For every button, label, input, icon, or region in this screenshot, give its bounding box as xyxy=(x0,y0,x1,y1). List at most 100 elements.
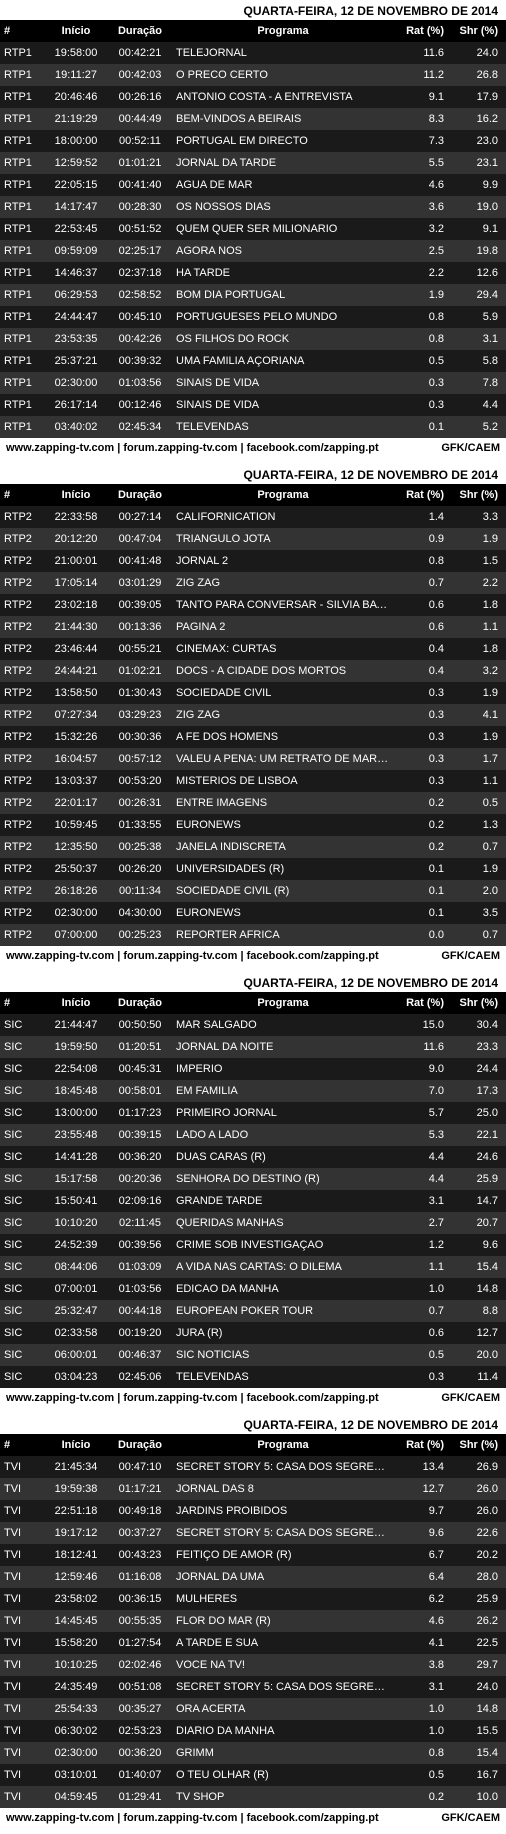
table-row: RTP216:04:5700:57:12VALEU A PENA: UM RET… xyxy=(0,748,506,770)
table-row: SIC08:44:0601:03:09A VIDA NAS CARTAS: O … xyxy=(0,1256,506,1278)
table-row: RTP102:30:0001:03:56SINAIS DE VIDA0.37.8 xyxy=(0,372,506,394)
table-row: SIC22:54:0800:45:31IMPERIO9.024.4 xyxy=(0,1058,506,1080)
table-row: RTP114:17:4700:28:30OS NOSSOS DIAS3.619.… xyxy=(0,196,506,218)
table-row: RTP120:46:4600:26:16ANTONIO COSTA - A EN… xyxy=(0,86,506,108)
table-row: SIC24:52:3900:39:56CRIME SOB INVESTIGAÇA… xyxy=(0,1234,506,1256)
table-row: RTP226:18:2600:11:34SOCIEDADE CIVIL (R)0… xyxy=(0,880,506,902)
footer-links: www.zapping-tv.com | forum.zapping-tv.co… xyxy=(6,1812,379,1824)
table-row: RTP123:53:3500:42:26OS FILHOS DO ROCK0.8… xyxy=(0,328,506,350)
date-header: QUARTA-FEIRA, 12 DE NOVEMBRO DE 2014 xyxy=(0,972,506,992)
table-row: TVI22:51:1800:49:18JARDINS PROIBIDOS9.72… xyxy=(0,1500,506,1522)
table-row: RTP122:05:1500:41:40AGUA DE MAR4.69.9 xyxy=(0,174,506,196)
table-row: TVI21:45:3400:47:10SECRET STORY 5: CASA … xyxy=(0,1456,506,1478)
table-row: RTP224:44:2101:02:21DOCS - A CIDADE DOS … xyxy=(0,660,506,682)
table-row: SIC03:04:2302:45:06TELEVENDAS0.311.4 xyxy=(0,1366,506,1388)
header-shr: Shr (%) xyxy=(448,484,506,506)
footer: www.zapping-tv.com | forum.zapping-tv.co… xyxy=(0,438,506,460)
table-row: RTP202:30:0004:30:00EURONEWS0.13.5 xyxy=(0,902,506,924)
table-row: SIC13:00:0001:17:23PRIMEIRO JORNAL5.725.… xyxy=(0,1102,506,1124)
header-start: Início xyxy=(44,484,108,506)
table-row: RTP215:32:2600:30:36A FE DOS HOMENS0.31.… xyxy=(0,726,506,748)
ratings-table: #InícioDuraçãoProgramaRat (%)Shr (%)RTP2… xyxy=(0,484,506,946)
footer: www.zapping-tv.com | forum.zapping-tv.co… xyxy=(0,946,506,968)
table-row: RTP212:35:5000:25:38JANELA INDISCRETA0.2… xyxy=(0,836,506,858)
table-row: RTP109:59:0902:25:17AGORA NOS2.519.8 xyxy=(0,240,506,262)
table-row: RTP207:00:0000:25:23REPORTER AFRICA0.00.… xyxy=(0,924,506,946)
table-row: TVI25:54:3300:35:27ORA ACERTA1.014.8 xyxy=(0,1698,506,1720)
table-row: RTP213:58:5001:30:43SOCIEDADE CIVIL0.31.… xyxy=(0,682,506,704)
header-dur: Duração xyxy=(108,1434,172,1456)
footer-source: GFK/CAEM xyxy=(441,442,500,454)
header-start: Início xyxy=(44,1434,108,1456)
table-row: RTP114:46:3702:37:18HA TARDE2.212.6 xyxy=(0,262,506,284)
header-ch: # xyxy=(0,20,44,42)
header-prog: Programa xyxy=(172,1434,394,1456)
header-rat: Rat (%) xyxy=(394,992,448,1014)
table-row: TVI19:59:3801:17:21JORNAL DAS 812.726.0 xyxy=(0,1478,506,1500)
header-prog: Programa xyxy=(172,484,394,506)
table-row: RTP125:37:2100:39:32UMA FAMILIA AÇORIANA… xyxy=(0,350,506,372)
table-row: RTP121:19:2900:44:49BEM-VINDOS A BEIRAIS… xyxy=(0,108,506,130)
header-dur: Duração xyxy=(108,484,172,506)
table-row: SIC23:55:4800:39:15LADO A LADO5.322.1 xyxy=(0,1124,506,1146)
header-dur: Duração xyxy=(108,20,172,42)
footer-source: GFK/CAEM xyxy=(441,1392,500,1404)
table-row: RTP222:01:1700:26:31ENTRE IMAGENS0.20.5 xyxy=(0,792,506,814)
footer: www.zapping-tv.com | forum.zapping-tv.co… xyxy=(0,1388,506,1410)
date-header: QUARTA-FEIRA, 12 DE NOVEMBRO DE 2014 xyxy=(0,464,506,484)
header-rat: Rat (%) xyxy=(394,1434,448,1456)
date-header: QUARTA-FEIRA, 12 DE NOVEMBRO DE 2014 xyxy=(0,1414,506,1434)
header-prog: Programa xyxy=(172,992,394,1014)
table-row: TVI02:30:0000:36:20GRIMM0.815.4 xyxy=(0,1742,506,1764)
header-ch: # xyxy=(0,1434,44,1456)
table-row: TVI15:58:2001:27:54A TARDE E SUA4.122.5 xyxy=(0,1632,506,1654)
header-ch: # xyxy=(0,992,44,1014)
table-row: TVI04:59:4501:29:41TV SHOP0.210.0 xyxy=(0,1786,506,1808)
table-row: RTP210:59:4501:33:55EURONEWS0.21.3 xyxy=(0,814,506,836)
table-row: SIC21:44:4700:50:50MAR SALGADO15.030.4 xyxy=(0,1014,506,1036)
table-row: RTP112:59:5201:01:21JORNAL DA TARDE5.523… xyxy=(0,152,506,174)
table-row: TVI19:17:1200:37:27SECRET STORY 5: CASA … xyxy=(0,1522,506,1544)
ratings-table: #InícioDuraçãoProgramaRat (%)Shr (%)RTP1… xyxy=(0,20,506,438)
table-row: TVI03:10:0101:40:07O TEU OLHAR (R)0.516.… xyxy=(0,1764,506,1786)
header-shr: Shr (%) xyxy=(448,992,506,1014)
header-shr: Shr (%) xyxy=(448,1434,506,1456)
header-start: Início xyxy=(44,20,108,42)
table-row: TVI10:10:2502:02:46VOCE NA TV!3.829.7 xyxy=(0,1654,506,1676)
footer-links: www.zapping-tv.com | forum.zapping-tv.co… xyxy=(6,442,379,454)
header-prog: Programa xyxy=(172,20,394,42)
ratings-table: #InícioDuraçãoProgramaRat (%)Shr (%)SIC2… xyxy=(0,992,506,1388)
table-row: RTP217:05:1403:01:29ZIG ZAG0.72.2 xyxy=(0,572,506,594)
table-row: SIC15:50:4102:09:16GRANDE TARDE3.114.7 xyxy=(0,1190,506,1212)
table-row: RTP221:00:0100:41:48JORNAL 20.81.5 xyxy=(0,550,506,572)
table-row: RTP119:58:0000:42:21TELEJORNAL11.624.0 xyxy=(0,42,506,64)
table-row: SIC19:59:5001:20:51JORNAL DA NOITE11.623… xyxy=(0,1036,506,1058)
table-row: SIC06:00:0100:46:37SIC NOTICIAS0.520.0 xyxy=(0,1344,506,1366)
footer: www.zapping-tv.com | forum.zapping-tv.co… xyxy=(0,1808,506,1830)
header-shr: Shr (%) xyxy=(448,20,506,42)
table-row: TVI14:45:4500:55:35FLOR DO MAR (R)4.626.… xyxy=(0,1610,506,1632)
table-row: RTP222:33:5800:27:14CALIFORNICATION1.43.… xyxy=(0,506,506,528)
table-row: TVI12:59:4601:16:08JORNAL DA UMA6.428.0 xyxy=(0,1566,506,1588)
date-header: QUARTA-FEIRA, 12 DE NOVEMBRO DE 2014 xyxy=(0,0,506,20)
table-row: RTP126:17:1400:12:46SINAIS DE VIDA0.34.4 xyxy=(0,394,506,416)
table-row: SIC15:17:5800:20:36SENHORA DO DESTINO (R… xyxy=(0,1168,506,1190)
table-row: RTP220:12:2000:47:04TRIANGULO JOTA0.91.9 xyxy=(0,528,506,550)
footer-links: www.zapping-tv.com | forum.zapping-tv.co… xyxy=(6,950,379,962)
header-rat: Rat (%) xyxy=(394,20,448,42)
table-row: SIC07:00:0101:03:56EDICAO DA MANHA1.014.… xyxy=(0,1278,506,1300)
table-row: TVI23:58:0200:36:15MULHERES6.225.9 xyxy=(0,1588,506,1610)
header-dur: Duração xyxy=(108,992,172,1014)
table-row: SIC25:32:4700:44:18EUROPEAN POKER TOUR0.… xyxy=(0,1300,506,1322)
table-row: RTP207:27:3403:29:23ZIG ZAG0.34.1 xyxy=(0,704,506,726)
table-row: RTP213:03:3700:53:20MISTERIOS DE LISBOA0… xyxy=(0,770,506,792)
table-row: RTP122:53:4500:51:52QUEM QUER SER MILION… xyxy=(0,218,506,240)
table-row: TVI24:35:4900:51:08SECRET STORY 5: CASA … xyxy=(0,1676,506,1698)
table-row: TVI06:30:0202:53:23DIARIO DA MANHA1.015.… xyxy=(0,1720,506,1742)
footer-source: GFK/CAEM xyxy=(441,950,500,962)
table-row: RTP103:40:0202:45:34TELEVENDAS0.15.2 xyxy=(0,416,506,438)
table-row: RTP119:11:2700:42:03O PRECO CERTO11.226.… xyxy=(0,64,506,86)
table-row: SIC02:33:5800:19:20JURA (R)0.612.7 xyxy=(0,1322,506,1344)
table-row: SIC10:10:2002:11:45QUERIDAS MANHAS2.720.… xyxy=(0,1212,506,1234)
header-ch: # xyxy=(0,484,44,506)
